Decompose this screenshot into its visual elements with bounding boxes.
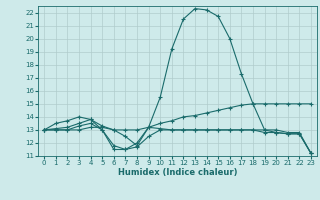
X-axis label: Humidex (Indice chaleur): Humidex (Indice chaleur) — [118, 168, 237, 177]
